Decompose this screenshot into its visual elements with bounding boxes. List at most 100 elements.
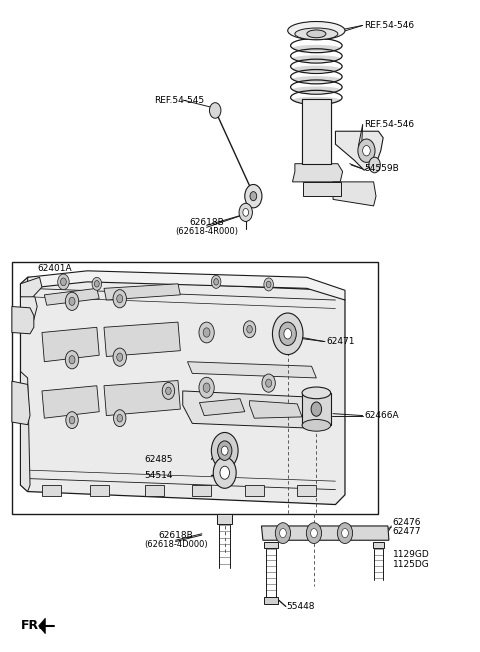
Polygon shape (183, 391, 326, 428)
Circle shape (117, 353, 123, 361)
Ellipse shape (292, 76, 340, 83)
Polygon shape (199, 399, 245, 415)
Ellipse shape (288, 22, 345, 40)
Text: 54514: 54514 (144, 471, 173, 480)
Circle shape (209, 102, 221, 118)
Circle shape (249, 188, 260, 204)
Circle shape (265, 379, 272, 387)
Text: REF.54-546: REF.54-546 (364, 120, 414, 129)
Text: 62477: 62477 (393, 527, 421, 537)
Polygon shape (44, 288, 99, 305)
Polygon shape (104, 381, 180, 415)
Ellipse shape (302, 419, 331, 431)
Circle shape (342, 529, 348, 538)
Circle shape (284, 329, 291, 339)
Polygon shape (42, 485, 61, 496)
Text: 62476: 62476 (393, 518, 421, 527)
Polygon shape (262, 526, 389, 541)
Polygon shape (192, 485, 211, 496)
Circle shape (369, 157, 380, 173)
Circle shape (264, 278, 274, 291)
Circle shape (243, 209, 249, 216)
Circle shape (199, 378, 214, 398)
Polygon shape (21, 372, 30, 492)
Text: 62618B: 62618B (158, 531, 193, 540)
Polygon shape (21, 277, 345, 505)
Polygon shape (336, 131, 383, 170)
Circle shape (266, 281, 271, 288)
Bar (302, 393, 331, 425)
Circle shape (69, 356, 75, 364)
Polygon shape (217, 514, 232, 524)
Polygon shape (42, 327, 99, 362)
Ellipse shape (292, 87, 340, 93)
Polygon shape (250, 401, 302, 418)
Circle shape (221, 446, 228, 455)
Circle shape (243, 321, 256, 338)
Bar (303, 182, 341, 196)
Circle shape (117, 415, 122, 422)
Polygon shape (90, 485, 109, 496)
Circle shape (214, 278, 218, 285)
Ellipse shape (295, 28, 338, 40)
Polygon shape (12, 306, 34, 334)
Circle shape (311, 529, 317, 538)
Ellipse shape (292, 55, 340, 62)
Circle shape (162, 383, 175, 400)
Polygon shape (21, 284, 37, 333)
Circle shape (203, 383, 210, 393)
Text: REF.54-545: REF.54-545 (154, 96, 204, 104)
Text: 62401A: 62401A (37, 264, 72, 273)
Bar (302, 98, 331, 164)
Text: 54559B: 54559B (364, 164, 399, 173)
Polygon shape (297, 485, 316, 496)
Text: 1125DG: 1125DG (393, 560, 430, 569)
Ellipse shape (302, 387, 331, 399)
Polygon shape (144, 485, 164, 496)
Text: 62471: 62471 (326, 337, 354, 346)
Text: 55448: 55448 (287, 602, 315, 611)
Ellipse shape (311, 402, 322, 416)
Text: 1129GD: 1129GD (393, 550, 430, 559)
Circle shape (220, 466, 229, 479)
Circle shape (117, 295, 123, 303)
Polygon shape (264, 542, 278, 548)
Circle shape (337, 523, 353, 544)
Polygon shape (264, 597, 278, 604)
Polygon shape (38, 618, 45, 634)
Circle shape (113, 348, 126, 366)
Ellipse shape (307, 30, 326, 38)
Polygon shape (28, 271, 345, 300)
Polygon shape (104, 284, 180, 300)
Ellipse shape (292, 45, 340, 52)
Polygon shape (21, 277, 42, 300)
Circle shape (60, 278, 66, 286)
Circle shape (211, 432, 238, 469)
Text: 62618B: 62618B (189, 218, 224, 227)
Circle shape (69, 297, 75, 305)
Text: (62618-4D000): (62618-4D000) (144, 541, 207, 549)
Circle shape (65, 292, 79, 310)
Circle shape (280, 529, 286, 538)
Circle shape (273, 313, 303, 355)
Circle shape (250, 192, 257, 201)
Polygon shape (104, 322, 180, 357)
Circle shape (95, 280, 99, 287)
Circle shape (276, 523, 290, 544)
Circle shape (279, 322, 296, 346)
Circle shape (247, 325, 252, 333)
Polygon shape (42, 386, 99, 418)
Circle shape (363, 145, 370, 156)
Text: 62485: 62485 (144, 454, 173, 464)
Circle shape (217, 441, 232, 460)
Circle shape (66, 411, 78, 428)
Bar (12, 262, 378, 514)
Polygon shape (188, 362, 316, 378)
Ellipse shape (292, 97, 340, 103)
Polygon shape (245, 485, 264, 496)
Polygon shape (333, 182, 376, 206)
Circle shape (213, 457, 236, 488)
Polygon shape (12, 381, 30, 424)
Ellipse shape (292, 66, 340, 72)
Circle shape (65, 351, 79, 369)
